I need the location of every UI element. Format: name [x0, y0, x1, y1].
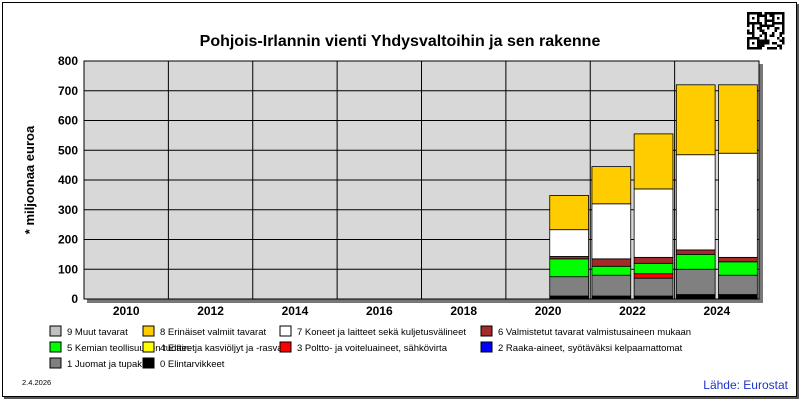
legend-label: 1 Juomat ja tupakka	[67, 359, 153, 370]
legend-label: 7 Koneet ja laitteet sekä kuljetusväline…	[297, 327, 466, 338]
bar-segment-5-2024	[675, 253, 716, 270]
bar-segment-1-2021	[549, 276, 589, 297]
legend-swatch	[480, 325, 493, 337]
bar-segment-1-2022	[591, 274, 632, 297]
y-tick-label: 600	[58, 114, 78, 128]
plot-border	[83, 60, 760, 300]
x-tick-label: 2016	[366, 304, 393, 318]
legend-swatch	[49, 341, 62, 353]
x-tick-label: 2024	[703, 304, 730, 318]
legend-label: 5 Kemian teollisuuden tuotteet	[67, 343, 195, 354]
bar-segment-6-2024	[675, 249, 716, 255]
y-tick-label: 100	[58, 262, 78, 276]
bar-segment-5-2025	[718, 261, 758, 276]
x-ticks: 2010 2012 2014 2016 2018 2020 2022 2024	[113, 304, 731, 318]
y-tick-label: 300	[58, 203, 78, 217]
bar-segment-3-2023	[633, 273, 674, 279]
legend-label: 8 Erinäiset valmiit tavarat	[160, 327, 266, 338]
legend-swatch	[49, 325, 62, 337]
source-label: Lähde: Eurostat	[703, 378, 788, 392]
bar-segment-8-2023	[633, 133, 674, 190]
legend-swatch	[142, 325, 155, 337]
date-label: 2.4.2026	[22, 378, 51, 387]
bar-segment-8-2022	[591, 166, 632, 205]
bar-segment-7-2021	[549, 229, 589, 257]
y-tick-label: 0	[71, 292, 78, 306]
legend-label: 0 Elintarvikkeet	[160, 359, 225, 370]
bar-segment-6-2023	[633, 256, 674, 264]
legend-label: 3 Poltto- ja voiteluaineet, sähkövirta	[297, 343, 448, 354]
bar-segment-7-2023	[633, 188, 674, 258]
x-tick-label: 2022	[619, 304, 646, 318]
bar-segment-7-2024	[675, 154, 716, 251]
y-ticks: 0 100 200 300 400 500 600 700 800	[58, 54, 78, 306]
bar-segment-5-2021	[549, 258, 589, 278]
legend-swatch	[279, 341, 292, 353]
bar-segment-8-2021	[549, 195, 589, 231]
bars	[549, 84, 758, 300]
x-tick-label: 2018	[450, 304, 477, 318]
y-tick-label: 700	[58, 84, 78, 98]
legend-swatch	[49, 357, 62, 369]
legend-label: 6 Valmistetut tavarat valmistusaineen mu…	[498, 327, 691, 338]
bar-segment-1-2024	[675, 268, 716, 295]
y-axis-label: * miljoonaa euroa	[22, 125, 37, 234]
bar-segment-7-2022	[591, 203, 632, 260]
bar-segment-7-2025	[718, 152, 758, 258]
bar-segment-6-2025	[718, 256, 758, 263]
legend-label: 2 Raaka-aineet, syötäväksi kelpaamattoma…	[498, 343, 683, 354]
legend: 9 Muut tavarat 8 Erinäiset valmiit tavara…	[49, 325, 691, 370]
bar-segment-1-2023	[633, 277, 674, 297]
bar-segment-8-2025	[718, 84, 758, 154]
legend-label: 9 Muut tavarat	[67, 327, 128, 338]
legend-swatch	[142, 341, 155, 353]
bar-segment-0-2024	[675, 294, 716, 300]
plot-shadow-bottom	[87, 299, 763, 303]
bar-segment-5-2022	[591, 265, 632, 276]
x-tick-label: 2020	[535, 304, 562, 318]
x-tick-label: 2010	[113, 304, 140, 318]
y-tick-label: 400	[58, 173, 78, 187]
legend-swatch	[142, 357, 155, 369]
y-tick-label: 200	[58, 233, 78, 247]
x-tick-label: 2012	[197, 304, 224, 318]
qr-code-icon	[746, 11, 786, 51]
bar-segment-6-2022	[591, 258, 632, 267]
chart-title: Pohjois-Irlannin vienti Yhdysvaltoihin j…	[200, 33, 601, 50]
bar-segment-0-2025	[718, 294, 758, 300]
legend-label: 4 Eläin- ja kasviöljyt ja -rasvat	[160, 343, 285, 354]
y-tick-label: 500	[58, 143, 78, 157]
legend-swatch	[279, 325, 292, 337]
bar-segment-8-2024	[675, 84, 716, 156]
bar-segment-1-2025	[718, 274, 758, 295]
y-tick-label: 800	[58, 54, 78, 68]
x-tick-label: 2014	[282, 304, 309, 318]
bar-segment-5-2023	[633, 262, 674, 275]
plot-shadow	[759, 64, 763, 302]
legend-swatch	[480, 341, 493, 353]
